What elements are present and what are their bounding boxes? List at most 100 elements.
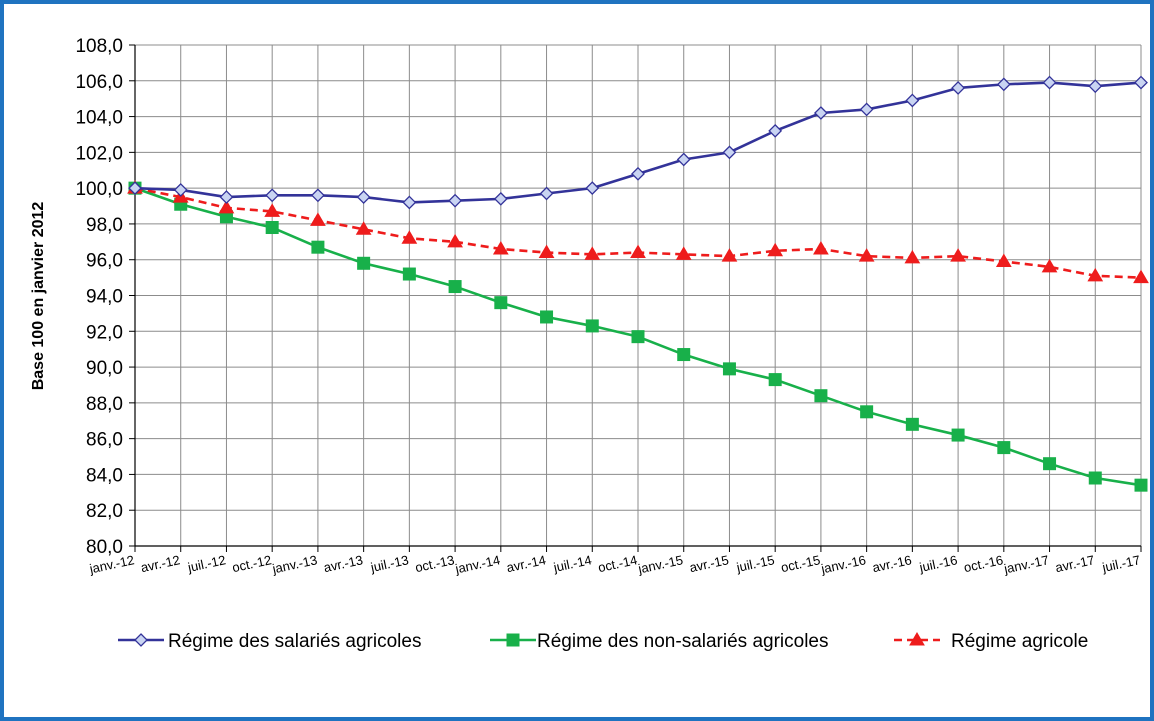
series-group [127, 75, 1149, 492]
diamond-marker [310, 188, 325, 203]
diamond-marker [173, 183, 188, 197]
triangle-marker [401, 230, 418, 244]
x-tick-label: avr.-15 [688, 552, 730, 575]
axes [129, 44, 1142, 552]
x-tick-label: oct.-16 [962, 552, 1004, 575]
x-tick-label: juil.-12 [186, 552, 228, 575]
legend-label: Régime des salariés agricoles [168, 631, 421, 652]
legend-label: Régime des non-salariés agricoles [537, 631, 828, 652]
x-tick-label: janv.-17 [1002, 552, 1050, 576]
square-marker [1134, 478, 1148, 492]
x-tick-label: oct.-14 [597, 552, 639, 575]
x-tick-label: juil.-14 [551, 552, 593, 575]
x-tick-label: avr.-16 [871, 552, 913, 575]
x-tick-label: avr.-12 [139, 552, 181, 575]
triangle-marker [904, 249, 921, 264]
square-marker [1043, 457, 1057, 471]
x-tick-label: juil.-17 [1100, 552, 1142, 575]
x-tick-label: janv.-13 [270, 552, 318, 576]
triangle-marker [721, 248, 738, 262]
series-1 [128, 181, 1148, 492]
legend: Régime des salariés agricoles Régime des … [118, 631, 1088, 652]
y-tick-label: 80,0 [86, 537, 123, 558]
diamond-marker [493, 191, 508, 206]
diamond-marker [676, 152, 691, 167]
x-tick-label: oct.-13 [414, 552, 456, 575]
diamond-marker [768, 123, 783, 138]
y-tick-label: 84,0 [86, 465, 123, 486]
triangle-marker [310, 212, 326, 226]
diamond-marker [539, 186, 554, 201]
legend-item: Régime agricole [894, 631, 1088, 652]
x-tick-label: oct.-12 [231, 552, 273, 575]
diamond-marker [356, 190, 371, 205]
diamond-marker [219, 190, 234, 205]
square-marker [860, 405, 874, 419]
square-marker [265, 221, 279, 235]
triangle-marker [218, 199, 235, 214]
diamond-marker [402, 195, 417, 210]
square-marker [951, 428, 965, 442]
triangle-marker [858, 248, 875, 262]
x-tick-label: janv.-14 [453, 552, 501, 576]
triangle-marker [767, 242, 784, 257]
triangle-marker [630, 244, 646, 259]
diamond-marker [448, 193, 463, 208]
square-marker [722, 362, 736, 376]
diamond-marker [1088, 79, 1103, 94]
diamond-marker [585, 181, 600, 196]
square-marker [506, 633, 520, 647]
triangle-marker [995, 253, 1012, 268]
legend-item: Régime des non-salariés agricoles [490, 631, 828, 652]
legend-item: Régime des salariés agricoles [118, 631, 421, 652]
square-marker [631, 330, 645, 344]
x-tick-label: avr.-14 [505, 552, 547, 575]
triangle-marker [538, 244, 555, 259]
x-tick-label: avr.-13 [322, 552, 364, 575]
diamond-marker [265, 188, 280, 203]
diamond-marker [631, 166, 645, 181]
y-tick-labels: 80,0 82,0 84,0 86,0 88,0 90,0 92,0 94,0 96,0 98,0… [75, 36, 123, 558]
x-tick-label: avr.-17 [1054, 552, 1096, 575]
diamond-marker [905, 93, 920, 108]
x-tick-label: janv.-15 [636, 552, 684, 576]
square-marker [997, 441, 1011, 455]
square-marker [357, 256, 371, 270]
triangle-marker [264, 203, 281, 217]
y-tick-label: 94,0 [86, 287, 123, 308]
square-marker [448, 280, 462, 294]
triangle-marker [909, 632, 925, 646]
y-tick-label: 96,0 [86, 251, 123, 272]
y-tick-label: 88,0 [86, 394, 123, 415]
triangle-marker [675, 246, 692, 260]
y-tick-label: 86,0 [86, 430, 123, 451]
grid-lines [135, 44, 1142, 546]
diamond-marker [813, 106, 828, 120]
triangle-marker [813, 240, 829, 255]
series-0 [128, 75, 1148, 210]
diamond-marker [128, 181, 142, 196]
legend-label: Régime agricole [951, 631, 1088, 652]
y-tick-label: 98,0 [86, 215, 123, 236]
y-tick-label: 108,0 [75, 36, 123, 57]
series-2 [127, 180, 1149, 284]
triangle-marker [355, 221, 372, 235]
diamond-marker [134, 633, 148, 647]
square-marker [402, 267, 416, 281]
square-marker [585, 319, 599, 333]
y-tick-label: 106,0 [75, 72, 123, 93]
diamond-marker [1042, 75, 1057, 90]
diamond-marker [1134, 75, 1148, 90]
square-marker [677, 348, 691, 362]
square-marker [540, 310, 554, 324]
x-tick-label: oct.-15 [780, 552, 822, 575]
diamond-marker [951, 81, 966, 95]
square-marker [814, 389, 828, 403]
triangle-marker [447, 233, 463, 248]
diamond-marker [996, 77, 1011, 92]
triangle-marker [1041, 258, 1058, 273]
square-marker [1088, 471, 1102, 485]
square-marker [494, 296, 508, 310]
